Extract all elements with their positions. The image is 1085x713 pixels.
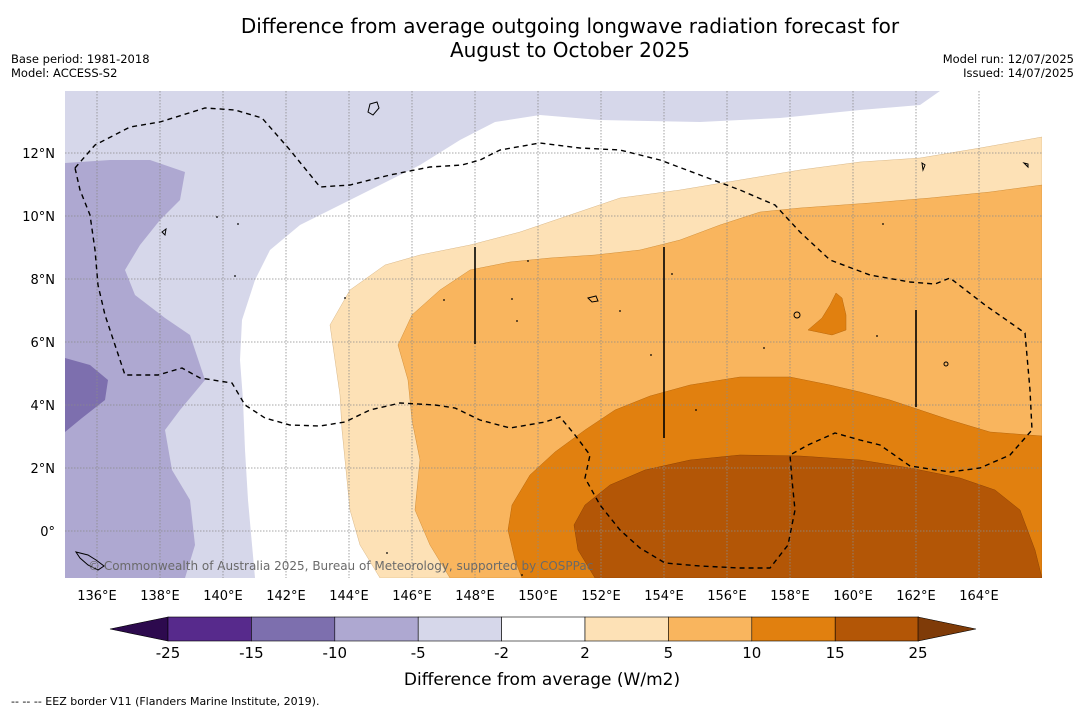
latitude-tick-labels: 12°N 10°N 8°N 6°N 4°N 2°N 0°	[22, 147, 55, 540]
lat-tick-label: 10°N	[22, 210, 55, 225]
lon-tick-label: 158°E	[770, 589, 810, 604]
lon-tick-label: 160°E	[833, 589, 873, 604]
colorbar-tick-label: -5	[411, 644, 426, 662]
model-name: Model: ACCESS-S2	[11, 66, 118, 80]
colorbar-tick-label: 25	[908, 644, 927, 662]
eez-footnote: -- -- -- EEZ border V11 (Flanders Marine…	[11, 695, 320, 708]
lon-tick-label: 142°E	[266, 589, 306, 604]
colorbar-segment	[167, 616, 252, 642]
colorbar-tick-label: 2	[580, 644, 590, 662]
longitude-tick-labels: 136°E 138°E 140°E 142°E 144°E 146°E 148°…	[77, 589, 999, 604]
colorbar-segment	[584, 616, 669, 642]
island-outlines	[74, 101, 1029, 571]
colorbar-extend-low	[109, 616, 169, 642]
colorbar-tick-label: -10	[323, 644, 348, 662]
colorbar-segment	[834, 616, 919, 642]
colorbar-tick-label: 5	[664, 644, 674, 662]
lon-tick-label: 164°E	[959, 589, 999, 604]
lat-tick-label: 8°N	[31, 273, 56, 288]
lon-tick-label: 152°E	[581, 589, 621, 604]
lon-tick-label: 136°E	[77, 589, 117, 604]
lon-tick-label: 154°E	[644, 589, 684, 604]
colorbar-extend-high	[917, 616, 977, 642]
colorbar-tick-label: -25	[156, 644, 181, 662]
map-plot-area: © Commonwealth of Australia 2025, Bureau…	[65, 91, 1042, 578]
lon-tick-label: 146°E	[392, 589, 432, 604]
copyright-notice: © Commonwealth of Australia 2025, Bureau…	[88, 559, 593, 573]
longitude-gridlines	[96, 91, 980, 578]
colorbar-segment	[417, 616, 502, 642]
colorbar-segment	[251, 616, 336, 642]
colorbar-segment	[501, 616, 586, 642]
anomaly-fill-pos15-pos25	[573, 454, 1042, 578]
lon-tick-label: 162°E	[896, 589, 936, 604]
lon-tick-label: 140°E	[203, 589, 243, 604]
model-run: Model run: 12/07/2025	[942, 52, 1074, 66]
title-line-1: Difference from average outgoing longwav…	[240, 14, 900, 38]
title-line-2: August to October 2025	[449, 38, 691, 62]
colorbar-tick-label: -15	[239, 644, 264, 662]
colorbar-segment	[668, 616, 753, 642]
map-title: Difference from average outgoing longwav…	[0, 14, 1085, 62]
lon-tick-label: 150°E	[518, 589, 558, 604]
lat-tick-label: 6°N	[31, 336, 56, 351]
atoll-dots	[216, 216, 884, 576]
anomaly-fill-neg10-neg5	[65, 160, 205, 578]
colorbar: -25 -15 -10 -5 -2 2 5 10 15 25 Differenc…	[109, 616, 977, 690]
lat-tick-label: 4°N	[31, 399, 56, 414]
colorbar-segment	[751, 616, 836, 642]
colorbar-tick-label: -2	[494, 644, 509, 662]
eez-border-lines	[74, 107, 1033, 569]
lon-tick-label: 148°E	[455, 589, 495, 604]
base-period: Base period: 1981-2018	[11, 52, 150, 66]
colorbar-segment	[334, 616, 419, 642]
meta-left: Base period: 1981-2018 Model: ACCESS-S2	[11, 52, 150, 80]
anomaly-patch-pos10-pos15	[807, 292, 847, 336]
colorbar-tick-label: 15	[826, 644, 845, 662]
colorbar-tick-label: 10	[742, 644, 761, 662]
lat-tick-label: 12°N	[22, 147, 55, 162]
boundary-lines	[474, 247, 917, 438]
lat-tick-label: 0°	[40, 525, 55, 540]
lon-tick-label: 144°E	[329, 589, 369, 604]
issued-date: Issued: 14/07/2025	[963, 66, 1074, 80]
colorbar-title: Difference from average (W/m2)	[404, 670, 680, 690]
meta-right: Model run: 12/07/2025 Issued: 14/07/2025	[943, 52, 1074, 80]
lon-tick-label: 156°E	[707, 589, 747, 604]
lon-tick-label: 138°E	[140, 589, 180, 604]
lat-tick-label: 2°N	[31, 462, 56, 477]
latitude-gridlines	[65, 152, 1042, 532]
